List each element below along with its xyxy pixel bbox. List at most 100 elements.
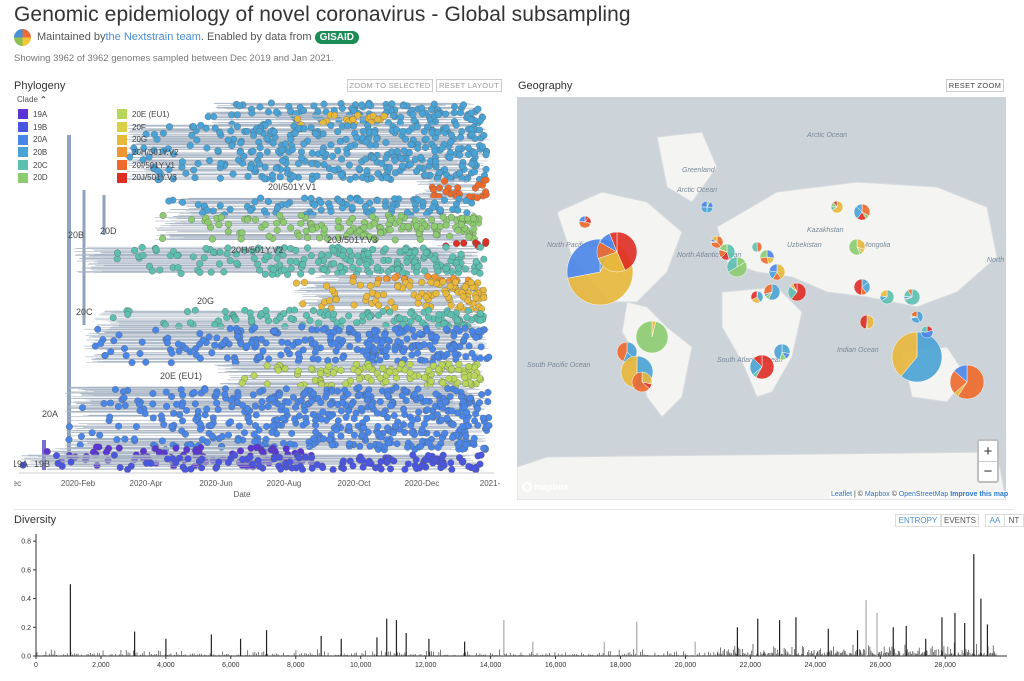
tree-tip bbox=[317, 199, 325, 207]
x-tick-label: 2020-Dec bbox=[405, 479, 440, 488]
tree-tip bbox=[276, 211, 284, 219]
mapbox-logo[interactable]: mapbox bbox=[522, 482, 569, 492]
nt-button[interactable]: NT bbox=[1005, 514, 1024, 527]
zoom-in-button[interactable]: + bbox=[983, 442, 993, 460]
tree-tip bbox=[475, 181, 482, 189]
tree-tip bbox=[405, 127, 412, 135]
x-tick-label: 14,000 bbox=[480, 662, 502, 669]
diversity-chart[interactable]: 0.0 0.2 0.4 0.6 0.8 0 2,000 4,000 6,000 8,000 10,0… bbox=[14, 528, 1018, 676]
zoom-to-selected-button[interactable]: ZOOM TO SELECTED bbox=[347, 79, 433, 92]
tree-tip bbox=[301, 407, 309, 415]
geography-map[interactable]: Arctic Ocean Arctic Ocean Greenland North A… bbox=[517, 97, 1006, 500]
tree-tip bbox=[478, 391, 486, 398]
tree-tip bbox=[391, 304, 399, 312]
tree-tip bbox=[272, 164, 280, 172]
tree-tip bbox=[408, 428, 416, 436]
tree-tip bbox=[168, 422, 176, 430]
legend-item[interactable]: 19A bbox=[18, 108, 48, 121]
legend-item[interactable]: 20H/501Y.V2 bbox=[117, 146, 179, 159]
tree-tip bbox=[289, 173, 297, 180]
legend-item[interactable]: 20J/501Y.V3 bbox=[117, 171, 179, 184]
tree-tip bbox=[461, 324, 469, 332]
tree-tip bbox=[424, 452, 432, 459]
tree-tip bbox=[268, 395, 276, 402]
legend-item[interactable]: 20F bbox=[117, 121, 179, 134]
tree-tip bbox=[456, 151, 464, 159]
tree-tip bbox=[410, 332, 418, 340]
reset-layout-button[interactable]: RESET LAYOUT bbox=[436, 79, 502, 92]
legend-item[interactable]: 20D bbox=[18, 171, 48, 184]
tree-tip bbox=[291, 129, 299, 137]
tree-tip bbox=[292, 258, 300, 266]
tree-tip bbox=[299, 300, 307, 308]
tree-tip bbox=[453, 240, 460, 247]
tree-tip bbox=[308, 365, 315, 373]
tree-tip bbox=[485, 353, 493, 361]
legend-title[interactable]: Clade ⌃ bbox=[17, 95, 47, 104]
nextstrain-team-link[interactable]: the Nextstrain team bbox=[105, 31, 201, 43]
tree-tip bbox=[67, 458, 75, 466]
tree-tip bbox=[387, 465, 394, 473]
tree-tip bbox=[19, 461, 27, 469]
tree-tip bbox=[115, 331, 123, 339]
map-label: Greenland bbox=[682, 167, 716, 174]
map-pie bbox=[763, 283, 781, 301]
legend-item[interactable]: 20I/501Y.V1 bbox=[117, 159, 179, 172]
mapbox-link[interactable]: Mapbox bbox=[864, 491, 890, 498]
tree-tip bbox=[356, 197, 364, 205]
tree-tip bbox=[196, 354, 204, 362]
tree-tip bbox=[418, 104, 426, 112]
tree-tip bbox=[485, 422, 493, 430]
chevron-up-icon[interactable]: ⌃ bbox=[40, 95, 47, 104]
legend-item[interactable]: 20C bbox=[18, 159, 48, 172]
tree-tip bbox=[169, 455, 177, 463]
tree-tip bbox=[431, 147, 439, 155]
tree-tip bbox=[434, 129, 442, 136]
legend-item[interactable]: 20A bbox=[18, 133, 48, 146]
tree-tip bbox=[94, 325, 102, 333]
tree-tip bbox=[143, 459, 151, 467]
tree-tip bbox=[454, 206, 462, 214]
reset-zoom-button[interactable]: RESET ZOOM bbox=[946, 79, 1004, 92]
tree-tip bbox=[382, 154, 390, 162]
tree-tip bbox=[482, 165, 490, 173]
tree-tip bbox=[473, 194, 481, 202]
zoom-out-button[interactable]: − bbox=[979, 461, 997, 481]
tree-tip bbox=[414, 263, 422, 271]
tree-tip bbox=[256, 103, 264, 111]
nextstrain-logo-icon bbox=[14, 28, 31, 46]
tree-tip bbox=[360, 224, 368, 232]
tree-tip bbox=[276, 314, 284, 322]
tree-tip bbox=[391, 325, 399, 333]
tree-tip bbox=[287, 315, 295, 322]
tree-tip bbox=[213, 390, 221, 398]
tree-tip bbox=[477, 451, 485, 459]
tree-tip bbox=[199, 336, 207, 344]
branch-label: 20H/501Y.V2 bbox=[231, 245, 283, 255]
gisaid-logo[interactable]: GISAID bbox=[314, 30, 360, 44]
leaflet-link[interactable]: Leaflet bbox=[831, 491, 853, 498]
tree-tip bbox=[365, 101, 372, 109]
tree-tip bbox=[482, 188, 490, 196]
legend-item[interactable]: 20G bbox=[117, 133, 179, 146]
osm-link[interactable]: OpenStreetMap bbox=[898, 491, 949, 498]
legend-swatch bbox=[117, 160, 127, 171]
tree-tip bbox=[148, 267, 156, 275]
legend-item[interactable]: 20B bbox=[18, 146, 48, 159]
legend-item[interactable]: 19B bbox=[18, 121, 48, 134]
tree-tip bbox=[443, 350, 451, 358]
events-button[interactable]: EVENTS bbox=[941, 514, 979, 527]
improve-map-link[interactable]: Improve this map bbox=[950, 491, 1009, 498]
map-pie bbox=[853, 203, 871, 221]
aa-button[interactable]: AA bbox=[985, 514, 1005, 527]
tree-tip bbox=[407, 160, 415, 168]
tree-tip bbox=[279, 251, 287, 259]
tree-tip bbox=[279, 414, 287, 422]
mapbox-logo-text: mapbox bbox=[534, 482, 569, 492]
tree-tip bbox=[234, 392, 242, 400]
tree-tip bbox=[369, 246, 377, 253]
tree-tip bbox=[439, 213, 447, 221]
legend-item[interactable]: 20E (EU1) bbox=[117, 108, 179, 121]
entropy-button[interactable]: ENTROPY bbox=[895, 514, 941, 527]
